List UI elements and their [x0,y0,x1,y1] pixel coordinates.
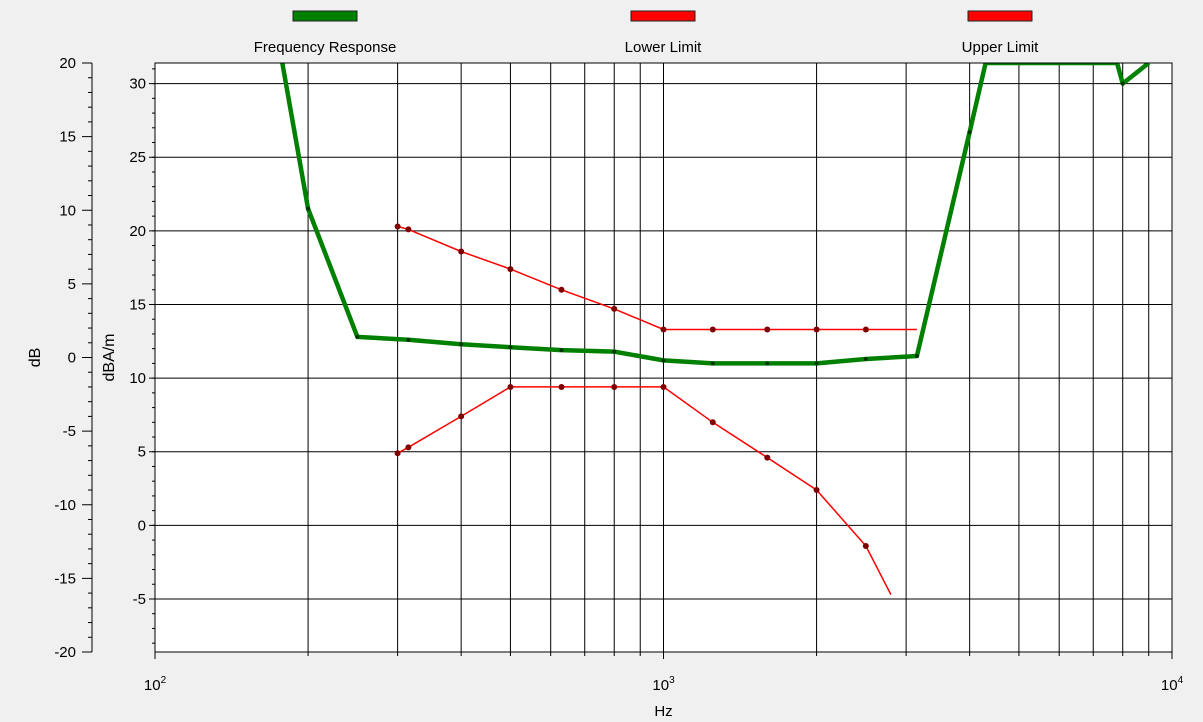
series-lower-limit [394,383,892,595]
data-point-frequency-response [612,349,617,354]
y-left-tick-label: -5 [63,423,76,440]
data-point-lower-limit [813,487,820,494]
data-point-upper-limit [405,226,412,233]
data-point-lower-limit [507,383,514,390]
legend-swatch [630,10,696,22]
y-right-tick-label: 30 [129,76,146,93]
series-upper-limit [394,223,917,333]
data-point-upper-limit [507,266,514,273]
data-point-frequency-response [710,361,715,366]
y-left-tick-label: 10 [59,202,76,219]
legend-label: Frequency Response [254,39,397,56]
data-point-lower-limit [458,413,465,420]
data-point-lower-limit [611,383,618,390]
y-left-tick-label: 20 [59,55,76,72]
y-right-tick-label: 25 [129,149,146,166]
y-right-tick-label: -5 [133,591,146,608]
data-point-upper-limit [862,326,869,333]
data-point-lower-limit [405,444,412,451]
legend-label: Lower Limit [625,39,703,56]
data-point-frequency-response [306,206,311,211]
data-point-lower-limit [558,383,565,390]
data-point-upper-limit [813,326,820,333]
data-point-upper-limit [394,223,401,230]
data-point-frequency-response [967,130,972,135]
data-point-lower-limit [862,542,869,549]
data-point-frequency-response [406,337,411,342]
data-point-lower-limit [394,450,401,457]
data-point-frequency-response [765,361,770,366]
data-point-frequency-response [1120,81,1125,86]
data-point-upper-limit [764,326,771,333]
y-axis-right-label: dBA/m [101,333,118,381]
data-point-frequency-response [559,348,564,353]
legend-swatch [967,10,1033,22]
series-layer [280,63,1151,595]
y-axis-right: -5 0 5 10 15 20 25 30 [129,68,155,644]
data-point-frequency-response [863,356,868,361]
series-line-lower-limit [397,386,892,595]
legend: Frequency Response Lower Limit Upper Limit [254,10,1040,56]
data-point-upper-limit [458,248,465,255]
y-right-tick-label: 15 [129,296,146,313]
y-left-tick-label: 5 [68,276,76,293]
y-right-tick-label: 10 [129,370,146,387]
y-axis-left: -20 -15 -10 -5 0 5 10 15 20 [54,55,93,661]
y-right-tick-label: 5 [138,444,146,461]
x-axis-label: Hz [654,703,672,720]
data-point-upper-limit [709,326,716,333]
y-left-tick-label: 0 [68,350,76,367]
legend-label: Upper Limit [962,39,1040,56]
data-point-frequency-response [508,345,513,350]
data-point-upper-limit [558,286,565,293]
y-left-tick-label: -10 [54,497,76,514]
x-tick-label: 103 [652,675,675,694]
data-point-lower-limit [764,454,771,461]
x-tick-label: 102 [144,675,167,694]
y-right-tick-label: 0 [138,517,146,534]
data-point-lower-limit [660,383,667,390]
series-frequency-response [280,63,1151,366]
y-left-tick-label: -20 [54,644,76,661]
data-point-frequency-response [355,334,360,339]
y-axis-left-label: dB [27,348,44,368]
y-right-tick-label: 20 [129,223,146,240]
data-point-upper-limit [611,305,618,312]
data-point-frequency-response [661,358,666,363]
y-left-tick-label: -15 [54,570,76,587]
y-left-tick-label: 15 [59,129,76,146]
data-point-frequency-response [914,354,919,359]
data-point-lower-limit [709,419,716,426]
legend-swatch [292,10,358,22]
x-axis: 102 103 104 [144,652,1184,694]
data-point-upper-limit [660,326,667,333]
x-tick-label: 104 [1161,675,1184,694]
data-point-frequency-response [459,342,464,347]
data-point-frequency-response [814,361,819,366]
series-line-upper-limit [397,225,917,331]
